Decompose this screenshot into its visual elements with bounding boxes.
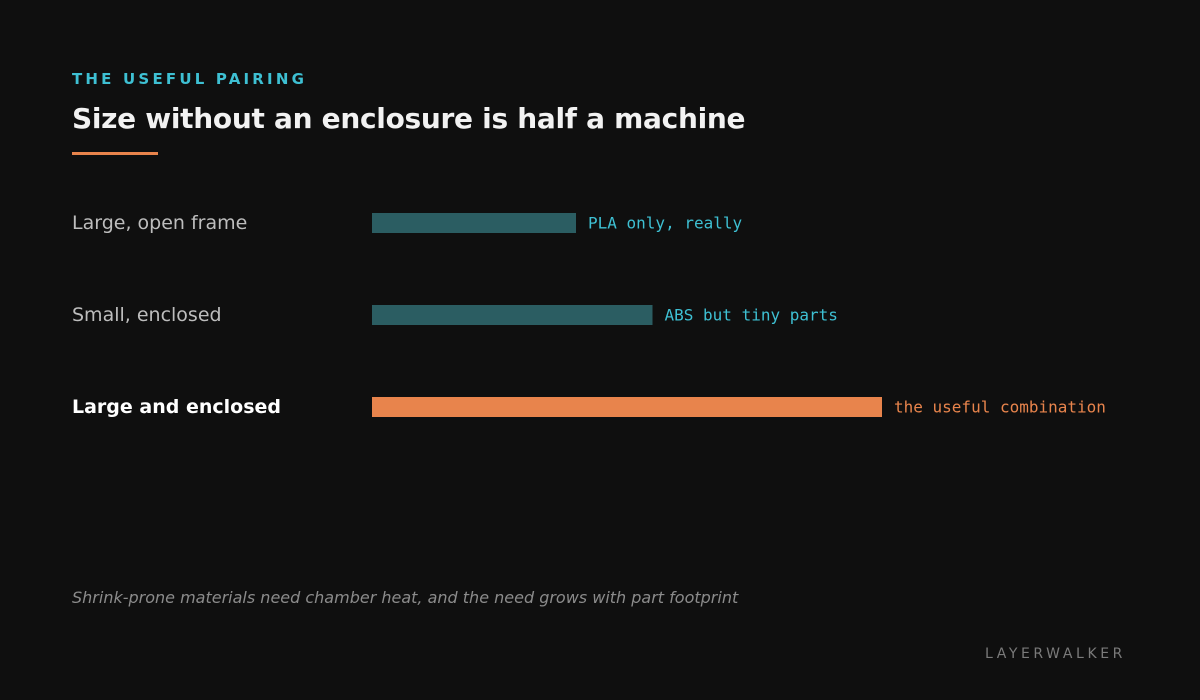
- chart-title: Size without an enclosure is half a mach…: [72, 102, 746, 135]
- bar: [372, 213, 576, 233]
- category-label: Large, open frame: [72, 212, 247, 234]
- brand-wordmark: LAYERWALKER: [985, 646, 1126, 662]
- eyebrow-label: THE USEFUL PAIRING: [72, 70, 308, 88]
- title-underline-accent: [72, 152, 158, 155]
- bar-annotation: ABS but tiny parts: [665, 306, 838, 325]
- bar-annotation: the useful combination: [894, 398, 1106, 417]
- category-label: Small, enclosed: [72, 304, 222, 326]
- category-label: Large and enclosed: [72, 396, 281, 418]
- highlight-bar: [372, 397, 882, 417]
- bar: [372, 305, 653, 325]
- bar-annotation: PLA only, really: [588, 214, 742, 233]
- footnote: Shrink-prone materials need chamber heat…: [72, 588, 739, 607]
